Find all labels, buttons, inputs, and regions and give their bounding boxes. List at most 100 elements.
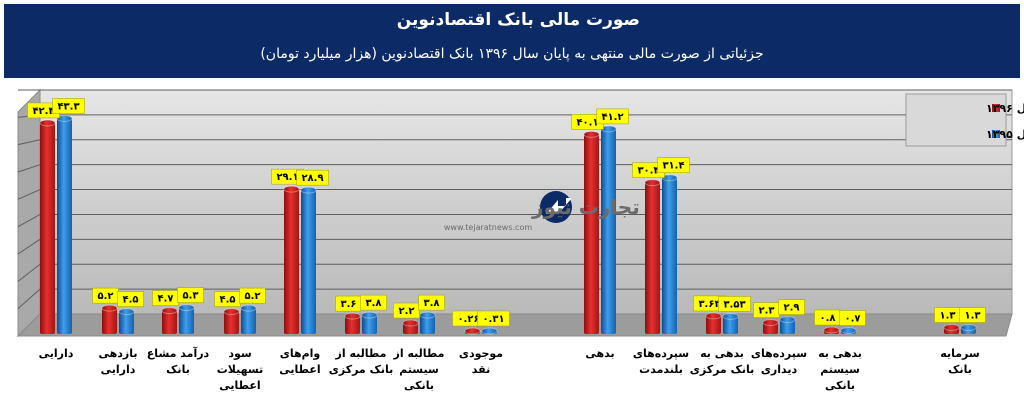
data-label-1395-box bbox=[52, 98, 85, 114]
bar-1395 bbox=[662, 177, 677, 334]
category-label: دارایی bbox=[39, 347, 74, 360]
bar-1395 bbox=[301, 190, 316, 334]
data-label-1395: ۴۱.۲ bbox=[601, 112, 623, 123]
category-label: بانک bbox=[948, 363, 972, 376]
category-label: درآمد مشاع bbox=[147, 346, 210, 360]
bar-1396-cap bbox=[464, 327, 481, 335]
category-label: مطالبه از bbox=[335, 347, 387, 360]
bar-1395 bbox=[420, 315, 435, 334]
bar-1396-cap bbox=[644, 179, 661, 187]
bar-1396 bbox=[102, 308, 117, 334]
data-label-1396: ۲۹.۱ bbox=[276, 172, 298, 183]
gridline-side bbox=[17, 164, 41, 173]
data-label-1396: ۳.۶۳ bbox=[698, 299, 720, 310]
bar-1396-cap bbox=[283, 185, 300, 193]
data-label-1395: ۲.۹ bbox=[783, 303, 799, 314]
bar-1396 bbox=[763, 322, 778, 334]
gridline-side bbox=[17, 238, 41, 255]
bar-1395-cap bbox=[56, 114, 73, 122]
bar-1395 bbox=[179, 307, 194, 334]
data-label-1395: ۳.۸ bbox=[423, 298, 439, 309]
bar-1395-cap bbox=[840, 327, 857, 335]
bar-1395 bbox=[780, 319, 795, 334]
chart-title: صورت مالی بانک اقتصادنوین bbox=[396, 10, 640, 30]
data-label-1395-box bbox=[718, 296, 751, 312]
data-label-1395: ۱.۳ bbox=[964, 311, 980, 322]
chart-subtitle: جزئیاتی از صورت مالی منتهی به پایان سال … bbox=[260, 46, 764, 62]
arrow-icon bbox=[546, 198, 572, 214]
bar-1396 bbox=[403, 323, 418, 334]
legend-label-1396: سال ۱۳۹۶ bbox=[986, 102, 1024, 115]
data-label-1395-box bbox=[959, 307, 986, 323]
data-label-1395: ۰.۳۱ bbox=[482, 314, 504, 325]
data-label-1396: ۴۰.۱ bbox=[576, 117, 598, 128]
category-label: سرمایه bbox=[940, 347, 979, 360]
gridline-side bbox=[17, 189, 41, 200]
bar-1395-cap bbox=[361, 311, 378, 319]
category-label: بانکی bbox=[404, 379, 434, 392]
data-label-1395: ۳.۵۳ bbox=[723, 299, 745, 310]
data-label-1396-box bbox=[393, 302, 420, 319]
category-label: موجودی bbox=[459, 347, 503, 360]
bar-1395 bbox=[601, 128, 616, 334]
bar-1396-cap bbox=[344, 312, 361, 320]
bar-1395-cap bbox=[722, 312, 739, 320]
data-label-1395-box bbox=[778, 299, 805, 315]
data-label-1396: ۳۰.۴ bbox=[637, 166, 659, 177]
bar-1395-cap bbox=[419, 311, 436, 319]
bar-1396-cap bbox=[101, 304, 118, 312]
plot-back-wall bbox=[39, 89, 1013, 315]
category-label: بانکی bbox=[825, 379, 855, 392]
category-label: وام‌های bbox=[280, 347, 321, 360]
bar-1396 bbox=[162, 310, 177, 334]
data-label-1396: ۴.۵ bbox=[219, 295, 235, 306]
data-label-1396: ۲.۳ bbox=[758, 306, 774, 317]
category-label: سیستم bbox=[399, 363, 439, 376]
logo-name: تجارت نیوز bbox=[531, 195, 640, 219]
data-label-1396: ۴.۷ bbox=[157, 294, 173, 305]
data-label-1396: ۰.۲۶ bbox=[457, 314, 479, 325]
bar-1396-cap bbox=[943, 324, 960, 332]
data-label-1395: ۴۳.۳ bbox=[57, 101, 79, 112]
data-label-1395-box bbox=[418, 294, 445, 311]
data-label-1396: ۴۲.۴ bbox=[32, 106, 54, 117]
data-label-1395-box bbox=[117, 291, 144, 307]
category-label: نقد bbox=[472, 363, 490, 376]
data-label-1395: ۰.۷ bbox=[844, 314, 860, 325]
data-label-1395: ۳.۸ bbox=[365, 298, 381, 309]
data-label-1396: ۱.۳ bbox=[939, 311, 955, 322]
bar-1396 bbox=[284, 189, 299, 334]
bar-1395 bbox=[723, 316, 738, 334]
bar-1396-cap bbox=[705, 312, 722, 320]
bar-1395-cap bbox=[118, 308, 135, 316]
category-label: اعطایی bbox=[219, 379, 260, 392]
legend-box bbox=[905, 93, 1007, 147]
data-label-1396: ۰.۸ bbox=[819, 313, 835, 324]
bar-1396 bbox=[224, 311, 239, 334]
bar-1395 bbox=[57, 118, 72, 334]
data-label-1395: ۵.۲ bbox=[244, 291, 260, 302]
category-label: مطالبه از bbox=[393, 347, 445, 360]
bar-1396-cap bbox=[762, 319, 779, 327]
logo-url: www.tejaratnews.com bbox=[444, 223, 532, 232]
category-label: بدهی به bbox=[700, 347, 744, 360]
category-label: سپرده‌های bbox=[633, 347, 689, 360]
bar-1395-cap bbox=[300, 186, 317, 194]
category-label: اعطایی bbox=[279, 363, 320, 376]
category-label: بازدهی bbox=[99, 347, 138, 360]
bar-1396-cap bbox=[583, 130, 600, 138]
bar-1396 bbox=[40, 122, 55, 334]
bar-1395 bbox=[362, 315, 377, 334]
category-label: بانک مرکزی bbox=[329, 363, 393, 376]
data-label-1395: ۵.۳ bbox=[182, 291, 198, 302]
bar-1395-cap bbox=[240, 304, 257, 312]
category-label: بلندمدت bbox=[639, 363, 683, 376]
data-label-1395-box bbox=[596, 108, 629, 125]
data-label-1395: ۳۱.۴ bbox=[662, 161, 684, 172]
bar-1395 bbox=[241, 308, 256, 334]
data-label-1395-box bbox=[296, 169, 329, 186]
title-banner: صورت مالی بانک اقتصادنوین جزئیاتی از صور… bbox=[4, 4, 1020, 78]
category-label: دیداری bbox=[761, 363, 798, 376]
bar-1396-cap bbox=[39, 119, 56, 127]
